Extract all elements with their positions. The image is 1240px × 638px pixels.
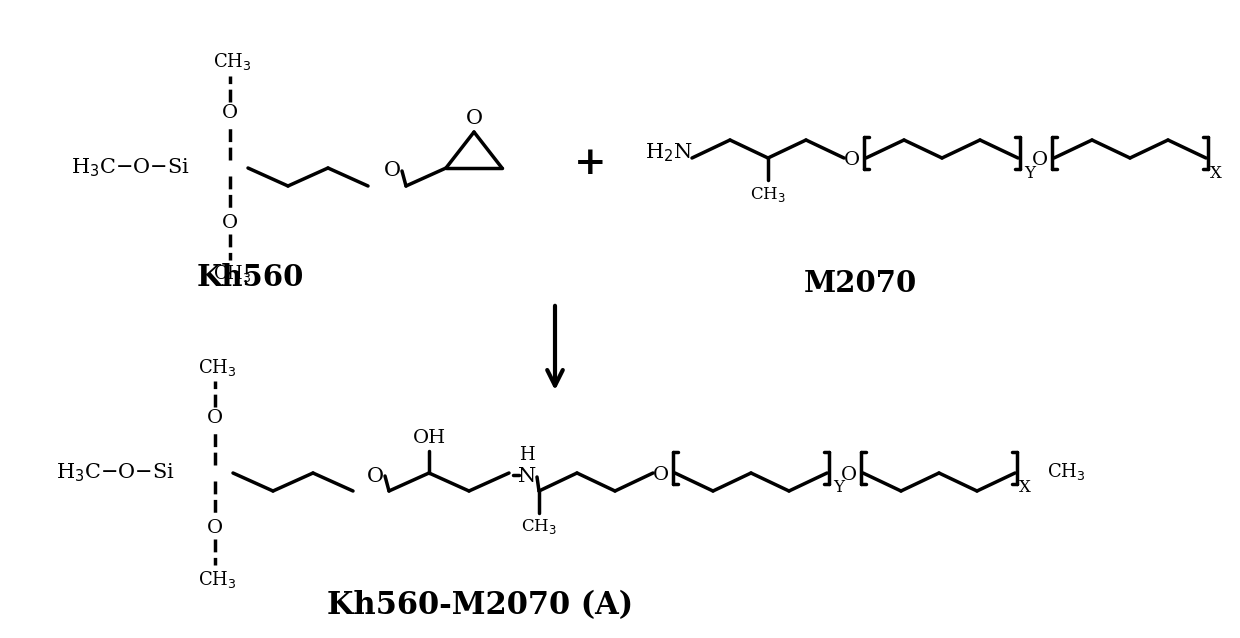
Text: CH$_3$: CH$_3$ xyxy=(213,263,252,285)
Text: Y: Y xyxy=(833,480,844,496)
Text: H$_3$C$-$O$-$Si: H$_3$C$-$O$-$Si xyxy=(71,157,190,179)
Text: X: X xyxy=(1210,165,1221,181)
Text: +: + xyxy=(574,144,606,182)
Text: O: O xyxy=(367,466,383,486)
Text: CH$_3$: CH$_3$ xyxy=(750,184,786,204)
Text: CH$_3$: CH$_3$ xyxy=(521,517,557,537)
Text: O: O xyxy=(222,104,238,122)
Text: CH$_3$: CH$_3$ xyxy=(1238,145,1240,167)
Text: M2070: M2070 xyxy=(804,269,916,297)
Text: O: O xyxy=(465,108,482,128)
Text: O: O xyxy=(207,409,223,427)
Text: X: X xyxy=(1019,480,1030,496)
Text: O: O xyxy=(844,151,861,169)
Text: H$_2$N: H$_2$N xyxy=(645,142,693,165)
Text: O: O xyxy=(1032,151,1048,169)
Text: O: O xyxy=(383,161,401,181)
Text: O: O xyxy=(653,466,670,484)
Text: CH$_3$: CH$_3$ xyxy=(213,52,252,73)
Text: CH$_3$: CH$_3$ xyxy=(197,568,237,590)
Text: Kh560-M2070 (A): Kh560-M2070 (A) xyxy=(327,591,634,621)
Text: CH$_3$: CH$_3$ xyxy=(1047,461,1085,482)
Text: Kh560: Kh560 xyxy=(196,263,304,292)
Text: Y: Y xyxy=(1024,165,1035,181)
Text: O: O xyxy=(841,466,857,484)
Text: CH$_3$: CH$_3$ xyxy=(197,357,237,378)
Text: H: H xyxy=(520,446,534,464)
Text: O: O xyxy=(222,214,238,232)
Text: O: O xyxy=(207,519,223,537)
Text: N: N xyxy=(518,466,536,486)
Text: H$_3$C$-$O$-$Si: H$_3$C$-$O$-$Si xyxy=(56,462,175,484)
Text: OH: OH xyxy=(413,429,445,447)
